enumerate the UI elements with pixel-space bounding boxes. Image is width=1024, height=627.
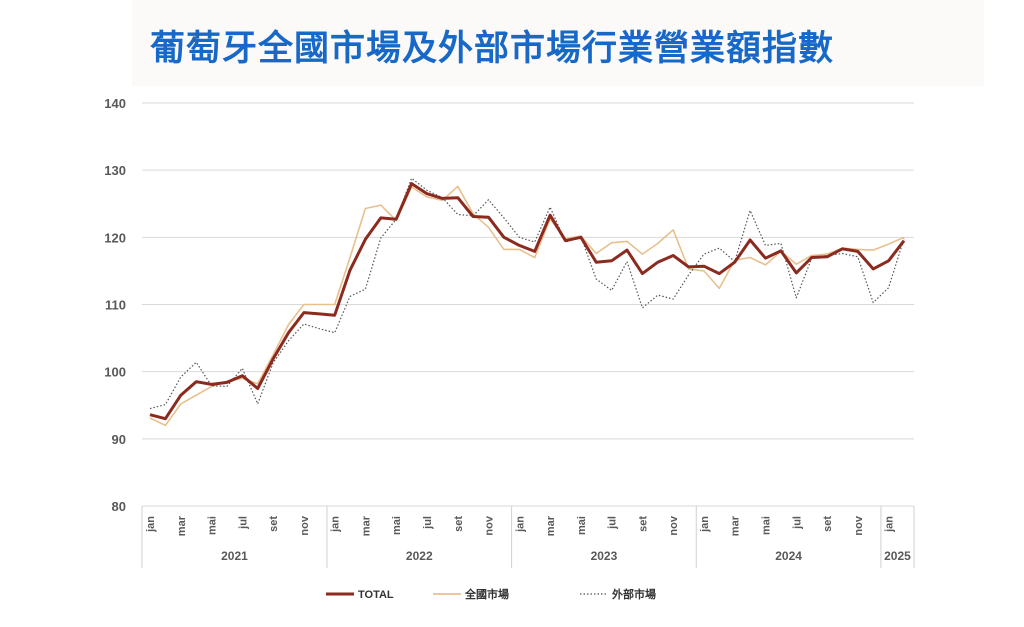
x-tick-label: nov	[668, 515, 680, 535]
year-label: 2021	[221, 549, 248, 563]
legend-label: 全國市場	[464, 587, 509, 601]
x-tick-label: set	[268, 516, 280, 532]
x-tick-label: mai	[207, 516, 219, 535]
x-tick-label: jul	[607, 516, 619, 530]
year-label: 2025	[884, 549, 911, 563]
title-band	[132, 0, 984, 86]
series-line-total	[149, 182, 906, 421]
x-tick-label: mar	[176, 515, 188, 536]
x-tick-label: mar	[730, 515, 742, 536]
y-tick-label: 120	[104, 230, 126, 245]
series-line-external	[149, 177, 905, 410]
year-label: 2023	[591, 549, 618, 563]
y-tick-label: 130	[104, 163, 126, 178]
x-tick-label: set	[822, 516, 834, 532]
x-tick-label: mai	[761, 516, 773, 535]
x-tick-label: set	[637, 516, 649, 532]
x-tick-label: mar	[360, 515, 372, 536]
x-tick-label: nov	[853, 515, 865, 535]
x-tick-label: set	[453, 516, 465, 532]
x-tick-label: jan	[884, 516, 896, 533]
y-tick-label: 140	[104, 96, 126, 111]
x-tick-label: mar	[545, 515, 557, 536]
year-label: 2022	[406, 549, 433, 563]
chart-title: 葡萄牙全國市場及外部市場行業營業額指數	[150, 28, 835, 69]
x-tick-label: jan	[699, 516, 711, 533]
y-tick-label: 110	[105, 298, 126, 313]
x-tick-label: jul	[422, 516, 434, 530]
y-tick-label: 80	[112, 499, 126, 514]
y-tick-label: 90	[112, 432, 126, 447]
year-label: 2024	[775, 549, 802, 563]
x-tick-label: nov	[484, 515, 496, 535]
x-tick-label: jan	[330, 516, 342, 533]
x-tick-label: jul	[237, 516, 249, 530]
x-tick-label: jan	[145, 516, 157, 533]
legend-label: TOTAL	[358, 589, 394, 601]
x-tick-label: mai	[576, 516, 588, 535]
y-tick-label: 100	[104, 365, 126, 380]
x-tick-label: jul	[791, 516, 803, 530]
x-tick-label: nov	[299, 515, 311, 535]
x-tick-label: jan	[514, 516, 526, 533]
x-tick-label: mai	[391, 516, 403, 535]
legend-label: 外部市場	[611, 587, 656, 601]
